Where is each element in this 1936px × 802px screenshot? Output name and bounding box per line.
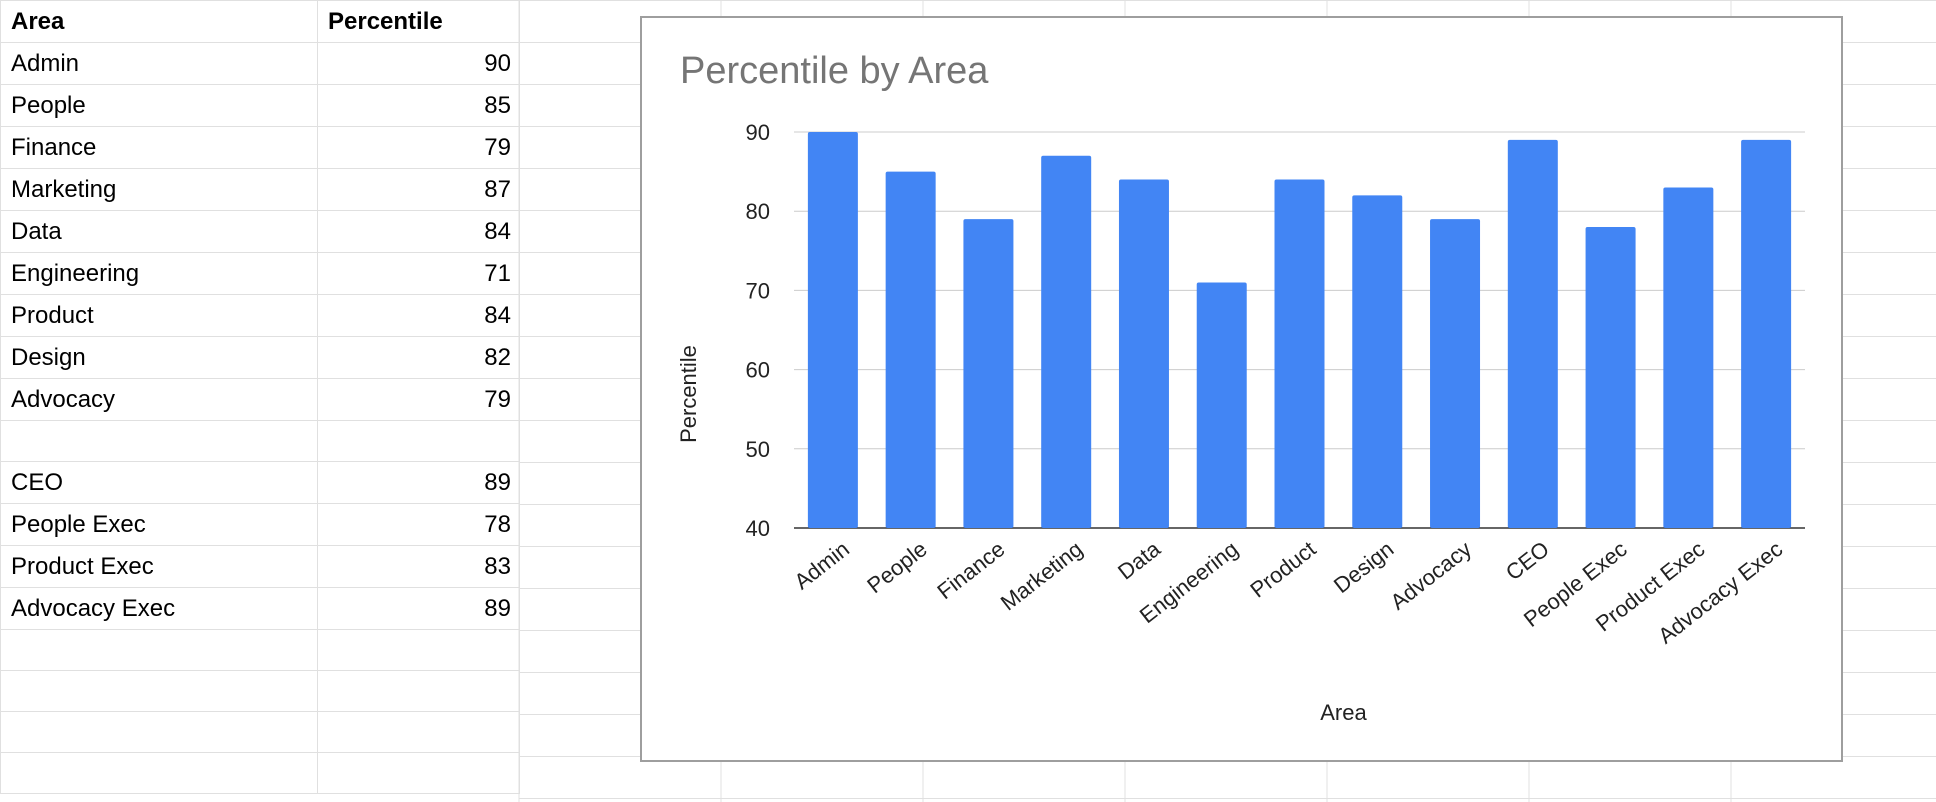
table-row: CEO 89 xyxy=(0,461,520,504)
table-row xyxy=(0,711,520,753)
cell-percentile[interactable]: 78 xyxy=(317,503,520,546)
cell-percentile[interactable]: 84 xyxy=(317,294,520,337)
table-row: Design 82 xyxy=(0,336,520,379)
cell-area[interactable]: Marketing xyxy=(0,168,318,211)
cell-percentile[interactable] xyxy=(317,711,520,753)
cell-area[interactable]: Design xyxy=(0,336,318,379)
table-row: Advocacy 79 xyxy=(0,378,520,421)
x-tick-label: CEO xyxy=(1501,536,1554,585)
table-row xyxy=(0,670,520,712)
spreadsheet-table: Area Percentile Admin 90 People 85 Finance 79… xyxy=(0,0,520,794)
table-row: Engineering 71 xyxy=(0,252,520,295)
cell-area[interactable]: Engineering xyxy=(0,252,318,295)
bar-design[interactable] xyxy=(1352,195,1403,529)
table-row: Marketing 87 xyxy=(0,168,520,211)
y-tick-label: 40 xyxy=(746,516,770,541)
x-tick-label: Data xyxy=(1113,536,1166,585)
x-axis-title: Area xyxy=(1320,700,1367,725)
y-tick-label: 90 xyxy=(746,120,770,145)
table-row xyxy=(0,629,520,671)
x-tick-label: Design xyxy=(1329,536,1398,598)
cell-percentile[interactable]: 79 xyxy=(317,378,520,421)
bar-product[interactable] xyxy=(1274,179,1325,528)
table-row: Product 84 xyxy=(0,294,520,337)
y-tick-label: 50 xyxy=(746,437,770,462)
table-row xyxy=(0,420,520,462)
cell-percentile[interactable]: 84 xyxy=(317,210,520,253)
chart-container[interactable]: Percentile by Area 40 50 60 70 80 90 Admin Peop… xyxy=(640,16,1843,762)
cell-area[interactable]: Product Exec xyxy=(0,545,318,588)
cell-area[interactable]: CEO xyxy=(0,461,318,504)
bar-product-exec[interactable] xyxy=(1663,187,1714,528)
bar-people-exec[interactable] xyxy=(1585,227,1636,529)
table-row: People 85 xyxy=(0,84,520,127)
cell-area[interactable] xyxy=(0,420,318,462)
cell-percentile[interactable] xyxy=(317,420,520,462)
cell-area[interactable] xyxy=(0,629,318,671)
table-row: Finance 79 xyxy=(0,126,520,169)
cell-percentile[interactable]: 71 xyxy=(317,252,520,295)
table-row: Product Exec 83 xyxy=(0,545,520,588)
header-area[interactable]: Area xyxy=(0,0,318,43)
y-tick-label: 70 xyxy=(746,278,770,303)
header-row: Area Percentile xyxy=(0,0,520,43)
cell-area[interactable]: Admin xyxy=(0,42,318,85)
bar-data[interactable] xyxy=(1118,179,1169,528)
bar-ceo[interactable] xyxy=(1507,139,1558,529)
cell-area[interactable]: Data xyxy=(0,210,318,253)
cell-area[interactable] xyxy=(0,670,318,712)
bar-advocacy-exec[interactable] xyxy=(1741,139,1792,529)
cell-percentile[interactable]: 89 xyxy=(317,587,520,630)
table-row: Admin 90 xyxy=(0,42,520,85)
bar-advocacy[interactable] xyxy=(1430,219,1481,528)
cell-percentile[interactable] xyxy=(317,670,520,712)
bar-marketing[interactable] xyxy=(1041,155,1092,528)
cell-percentile[interactable] xyxy=(317,752,520,794)
bar-people[interactable] xyxy=(885,171,936,528)
spreadsheet-body: Area Percentile Admin 90 People 85 Finance 79… xyxy=(0,0,520,794)
y-tick-label: 60 xyxy=(746,358,770,383)
bar-admin[interactable] xyxy=(807,132,858,528)
cell-area[interactable]: Advocacy xyxy=(0,378,318,421)
cell-percentile[interactable]: 79 xyxy=(317,126,520,169)
x-tick-label: Marketing xyxy=(996,536,1088,615)
bar-finance[interactable] xyxy=(963,219,1014,528)
x-tick-label: People xyxy=(862,536,931,598)
table-row xyxy=(0,752,520,794)
cell-percentile[interactable]: 82 xyxy=(317,336,520,379)
cell-area[interactable]: People xyxy=(0,84,318,127)
cell-area[interactable]: Product xyxy=(0,294,318,337)
x-tick-label: Product xyxy=(1245,536,1320,602)
x-tick-label: Advocacy xyxy=(1386,536,1477,614)
cell-area[interactable]: Finance xyxy=(0,126,318,169)
chart-title: Percentile by Area xyxy=(680,50,989,92)
cell-percentile[interactable]: 90 xyxy=(317,42,520,85)
cell-percentile[interactable]: 89 xyxy=(317,461,520,504)
table-row: People Exec 78 xyxy=(0,503,520,546)
table-row: Data 84 xyxy=(0,210,520,253)
cell-percentile[interactable]: 87 xyxy=(317,168,520,211)
cell-area[interactable] xyxy=(0,711,318,753)
x-tick-label: Admin xyxy=(789,536,854,594)
cell-area[interactable] xyxy=(0,752,318,794)
y-axis-title: Percentile xyxy=(676,345,701,443)
cell-percentile[interactable]: 85 xyxy=(317,84,520,127)
bar-engineering[interactable] xyxy=(1196,282,1247,528)
header-percentile[interactable]: Percentile xyxy=(317,0,520,43)
cell-area[interactable]: Advocacy Exec xyxy=(0,587,318,630)
table-row: Advocacy Exec 89 xyxy=(0,587,520,630)
cell-percentile[interactable] xyxy=(317,629,520,671)
cell-area[interactable]: People Exec xyxy=(0,503,318,546)
cell-percentile[interactable]: 83 xyxy=(317,545,520,588)
y-tick-label: 80 xyxy=(746,199,770,224)
